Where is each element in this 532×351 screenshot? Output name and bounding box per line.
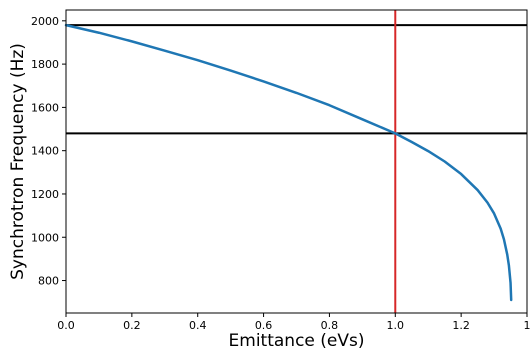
series-line-0 (66, 25, 511, 300)
y-tick-label: 1400 (31, 145, 59, 158)
y-tick-label: 1800 (31, 58, 59, 71)
plot-area (66, 10, 527, 313)
y-tick-label: 1000 (31, 231, 59, 244)
x-tick-label: 1.2 (452, 319, 470, 332)
y-tick-label: 1200 (31, 188, 59, 201)
x-axis-title: Emittance (eVs) (229, 331, 365, 351)
x-tick-label: 1.0 (387, 319, 405, 332)
x-tick-label: 0.0 (57, 319, 75, 332)
y-tick-label: 800 (38, 275, 59, 288)
plot-frame (66, 10, 527, 313)
y-axis-title: Synchrotron Frequency (Hz) (8, 43, 28, 280)
x-axis-ticks: 0.0 0.2 0.4 0.6 0.8 1.0 1.2 1 (57, 313, 530, 332)
y-axis-ticks: 800 1000 1200 1400 1600 1800 2000 (31, 15, 66, 288)
y-tick-label: 1600 (31, 101, 59, 114)
series-layer (66, 25, 511, 300)
x-tick-label: 0.4 (189, 319, 207, 332)
x-tick-label: 0.2 (123, 319, 141, 332)
x-tick-label: 1 (524, 319, 531, 332)
y-tick-label: 2000 (31, 15, 59, 28)
